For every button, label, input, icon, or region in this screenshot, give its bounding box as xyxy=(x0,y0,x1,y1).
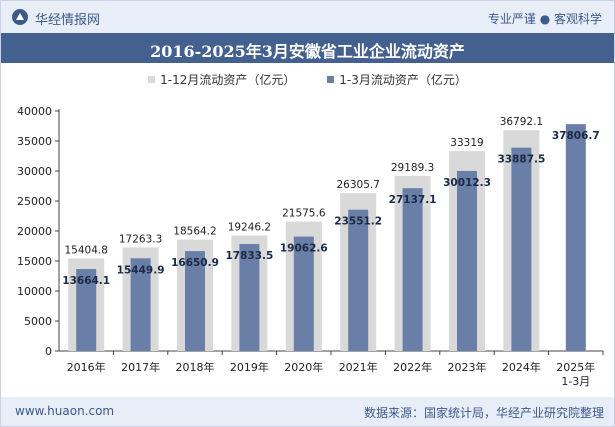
brand-name: 华经情报网 xyxy=(35,13,101,28)
data-label-12m: 17263.3 xyxy=(119,233,162,245)
huajing-logo-icon xyxy=(12,9,28,25)
x-tick-label: 2016年 xyxy=(67,360,106,374)
data-label-3m: 37806.7 xyxy=(552,130,600,142)
legend-label-3m: 1-3月流动资产（亿元） xyxy=(339,73,467,87)
tagline: 专业严谨 ● 客观科学 xyxy=(487,12,602,26)
y-tick-label: 5000 xyxy=(24,315,52,328)
data-label-12m: 19246.2 xyxy=(228,222,271,234)
legend-label-12m: 1-12月流动资产（亿元） xyxy=(160,73,296,87)
bar-3m xyxy=(130,258,151,351)
title-bar: 2016-2025年3月安徽省工业企业流动资产 xyxy=(1,33,614,63)
footer-bar: www.huaon.com 数据来源：国家统计局，华经产业研究院整理 xyxy=(1,397,614,426)
y-tick-label: 30000 xyxy=(17,165,52,178)
data-label-12m: 33319 xyxy=(450,137,483,149)
data-label-3m: 33887.5 xyxy=(497,154,545,166)
chart-title: 2016-2025年3月安徽省工业企业流动资产 xyxy=(150,42,465,61)
y-tick-label: 0 xyxy=(45,345,52,358)
data-label-3m: 19062.6 xyxy=(280,243,328,255)
data-label-3m: 23551.2 xyxy=(334,216,382,228)
data-label-3m: 15449.9 xyxy=(117,264,165,276)
bar-3m xyxy=(565,124,586,352)
x-tick-label: 1-3月 xyxy=(561,375,590,388)
data-label-3m: 30012.3 xyxy=(443,177,491,189)
data-label-12m: 18564.2 xyxy=(173,226,216,238)
bar-3m xyxy=(348,209,369,351)
y-tick-label: 40000 xyxy=(17,105,52,118)
x-tick-label: 2019年 xyxy=(230,360,269,374)
bar-3m xyxy=(402,188,423,351)
data-label-3m: 17833.5 xyxy=(225,250,273,262)
data-label-12m: 29189.3 xyxy=(391,162,434,174)
data-label-12m: 26305.7 xyxy=(336,179,379,191)
y-tick-label: 10000 xyxy=(17,285,52,298)
chart-legend: 1-12月流动资产（亿元） 1-3月流动资产（亿元） xyxy=(1,71,614,88)
legend-swatch-12m xyxy=(148,76,156,83)
data-source: 数据来源：国家统计局，华经产业研究院整理 xyxy=(363,406,604,420)
bar-3m xyxy=(293,236,314,351)
x-tick-label: 2018年 xyxy=(176,360,215,374)
data-label-3m: 13664.1 xyxy=(62,275,110,287)
bar-3m xyxy=(511,147,532,351)
data-label-12m: 21575.6 xyxy=(282,208,326,220)
data-label-3m: 16650.9 xyxy=(171,257,219,269)
bar-3m xyxy=(457,170,477,351)
y-tick-label: 15000 xyxy=(17,255,52,268)
x-tick-label: 2025年 xyxy=(556,360,595,374)
y-tick-label: 25000 xyxy=(17,195,52,208)
x-tick-label: 2017年 xyxy=(121,360,160,374)
x-tick-label: 2022年 xyxy=(393,360,432,374)
bar-3m xyxy=(76,269,97,351)
legend-swatch-3m xyxy=(327,76,335,83)
legend-item-12m: 1-12月流动资产（亿元） xyxy=(148,71,295,88)
bar-chart: 0 5000 10000 15000 20000 25000 30000 35000 40000… xyxy=(17,105,604,388)
legend-item-3m: 1-3月流动资产（亿元） xyxy=(327,71,467,88)
data-label-12m: 15404.8 xyxy=(64,245,107,257)
x-tick-label: 2023年 xyxy=(448,360,487,374)
top-bar: 华经情报网 专业严谨 ● 客观科学 xyxy=(1,1,614,33)
data-label-3m: 27137.1 xyxy=(389,194,437,206)
x-tick-label: 2024年 xyxy=(502,360,541,374)
x-tick-label: 2021年 xyxy=(339,360,378,374)
website-link[interactable]: www.huaon.com xyxy=(15,404,115,418)
bar-3m xyxy=(185,251,205,351)
y-tick-label: 20000 xyxy=(17,225,52,238)
bar-3m xyxy=(239,243,260,351)
data-label-12m: 36792.1 xyxy=(500,116,543,128)
y-tick-label: 35000 xyxy=(17,135,52,148)
x-tick-label: 2020年 xyxy=(284,360,323,374)
